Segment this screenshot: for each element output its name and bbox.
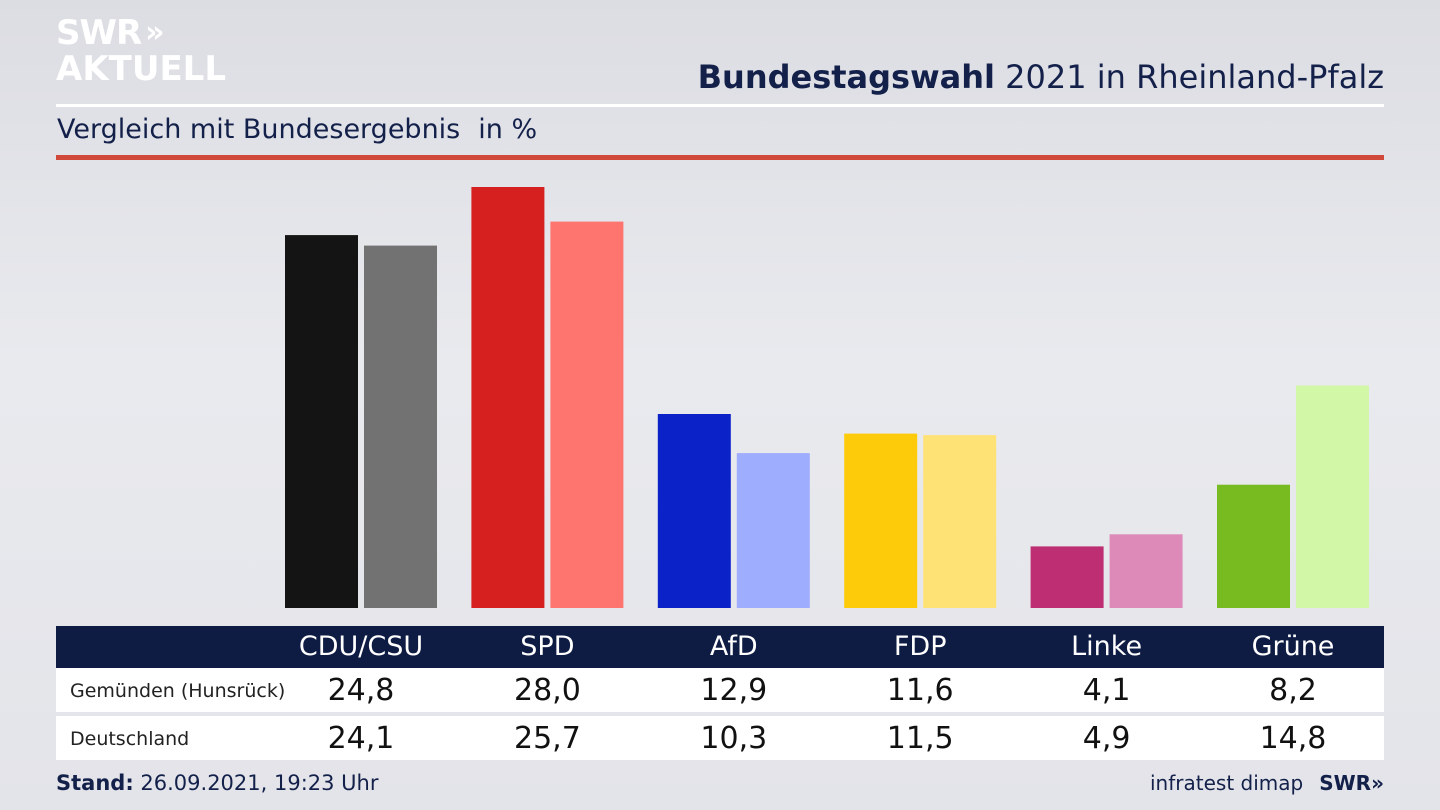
timestamp: Stand: 26.09.2021, 19:23 Uhr [56,771,379,795]
swr-logo-small: SWR» [1319,771,1384,795]
bar-fdp-local [844,433,918,608]
stand-label: Stand: [56,771,134,795]
value-fdp-local: 11,6 [886,673,954,708]
chart-subtitle: Vergleich mit Bundesergebnis in % [57,114,537,145]
chevron-right-icon: » [1371,771,1384,795]
header-divider [56,104,1384,107]
bar-linke-national [1109,534,1183,608]
chart-title: Bundestagswahl 2021 in Rheinland-Pfalz [698,58,1384,96]
value-cdu-csu-national: 24,1 [327,721,395,756]
swr-aktuell-logo: SWR» AKTUELL [56,16,226,86]
unit-label: in % [478,114,538,145]
bar-spd-local [471,187,545,608]
column-header-cdu-csu: CDU/CSU [298,631,424,662]
value-spd-local: 28,0 [513,673,581,708]
value-spd-national: 25,7 [513,721,581,756]
table-header: CDU/CSU SPD AfD FDP Linke Grüne [56,626,1384,668]
column-header-afd: AfD [709,631,758,662]
source-credit: infratest dimap SWR» [1150,771,1384,795]
title-bold: Bundestagswahl [697,58,995,96]
bar-cdu-csu-local [285,235,358,608]
subtitle-text: Vergleich mit Bundesergebnis [57,114,461,145]
bar-gr-ne-national [1296,385,1369,608]
value-linke-local: 4,1 [1082,673,1131,708]
column-header-linke: Linke [1071,631,1143,662]
table-row: Gemünden (Hunsrück) 24,8 28,0 12,9 11,6 4,1 8… [56,668,1384,712]
column-header-spd: SPD [520,631,575,662]
table-row: Deutschland 24,1 25,7 10,3 11,5 4,9 14,8 [56,716,1384,760]
bar-spd-national [550,221,624,608]
results-table: CDU/CSU SPD AfD FDP Linke Grüne Gemünden (Hun… [56,626,1384,760]
bar-afd-local [657,414,731,608]
logo-line2: AKTUELL [56,49,227,89]
bar-chart [285,187,1369,608]
row-label: Gemünden (Hunsrück) [70,680,286,702]
value-afd-local: 12,9 [700,673,768,708]
row-label: Deutschland [70,728,190,750]
bar-afd-national [736,453,810,608]
value-gr-ne-national: 14,8 [1259,721,1327,756]
value-gr-ne-local: 8,2 [1269,673,1317,708]
column-header-fdp: FDP [893,631,947,662]
stand-value: 26.09.2021, 19:23 Uhr [133,771,379,795]
column-header-gr-ne: Grüne [1251,631,1335,662]
bar-gr-ne-local [1217,484,1290,608]
bar-cdu-csu-national [364,245,437,608]
value-afd-national: 10,3 [700,721,768,756]
bar-linke-local [1030,546,1104,608]
title-rest: 2021 in Rheinland-Pfalz [995,58,1384,96]
value-fdp-national: 11,5 [886,721,954,756]
logo-line1: SWR [56,13,142,53]
value-linke-national: 4,9 [1082,721,1131,756]
source-name: infratest dimap [1150,771,1304,795]
subtitle-divider [56,155,1384,160]
value-cdu-csu-local: 24,8 [327,673,395,708]
bar-fdp-national [923,435,997,608]
